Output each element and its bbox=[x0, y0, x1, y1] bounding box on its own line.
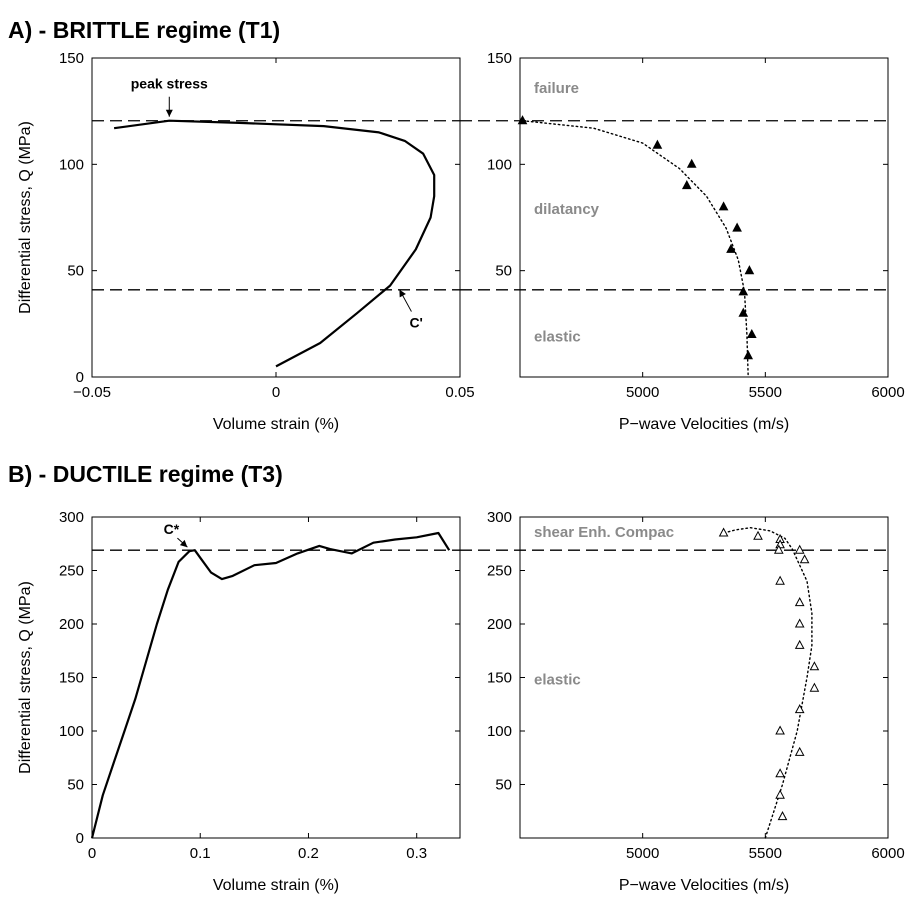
y-tick-label: 50 bbox=[495, 777, 512, 794]
velocity-point bbox=[738, 307, 749, 317]
velocity-point bbox=[732, 222, 742, 232]
y-tick-label: 150 bbox=[59, 670, 84, 687]
plot-4: 5000 5500 6000 50 100 150 200 250 300 P−wave Velo… bbox=[460, 509, 905, 894]
strain-curve bbox=[113, 119, 436, 368]
x-tick-label: 5500 bbox=[749, 845, 782, 862]
x-axis-label: P−wave Velocities (m/s) bbox=[619, 416, 789, 433]
y-tick-label: 300 bbox=[59, 509, 84, 526]
y-tick-label: 250 bbox=[59, 563, 84, 580]
x-tick-label: −0.05 bbox=[73, 384, 111, 401]
x-axis-label: Volume strain (%) bbox=[213, 416, 339, 433]
y-tick-label: 0 bbox=[76, 830, 84, 847]
axes-frame bbox=[91, 516, 461, 839]
region-label: elastic bbox=[534, 329, 581, 346]
x-tick-label: 6000 bbox=[871, 845, 904, 862]
velocity-point bbox=[794, 746, 805, 756]
panel-a-title: A) - BRITTLE regime (T1) bbox=[8, 17, 280, 43]
y-tick-label: 150 bbox=[487, 50, 512, 67]
panel-b-title: B) - DUCTILE regime (T3) bbox=[8, 461, 283, 487]
fit-curve bbox=[521, 119, 749, 378]
velocity-point bbox=[775, 768, 785, 778]
x-tick-label: 0.1 bbox=[190, 845, 211, 862]
y-tick-label: 100 bbox=[59, 723, 84, 740]
y-tick-label: 50 bbox=[495, 263, 512, 280]
y-tick-label: 100 bbox=[487, 723, 512, 740]
annotation-arrowhead bbox=[179, 539, 188, 548]
velocity-point bbox=[794, 544, 805, 554]
velocity-point bbox=[777, 811, 788, 821]
x-tick-label: 6000 bbox=[871, 384, 904, 401]
annotation-label: peak stress bbox=[131, 76, 208, 92]
y-tick-label: 150 bbox=[59, 50, 84, 67]
velocity-point bbox=[652, 139, 663, 149]
y-tick-label: 150 bbox=[487, 670, 512, 687]
velocity-point bbox=[775, 725, 785, 735]
y-tick-label: 100 bbox=[487, 156, 512, 173]
x-tick-label: 0 bbox=[88, 845, 96, 862]
velocity-point bbox=[743, 350, 754, 360]
velocity-point bbox=[809, 682, 820, 692]
region-label: shear Enh. Compac bbox=[534, 524, 674, 541]
y-axis-label: Differential stress, Q (MPa) bbox=[17, 581, 34, 774]
velocity-point bbox=[799, 554, 810, 564]
strain-curve bbox=[90, 531, 451, 839]
axes-frame bbox=[91, 57, 461, 378]
x-axis-label: P−wave Velocities (m/s) bbox=[619, 877, 789, 894]
velocity-point bbox=[794, 618, 805, 628]
y-tick-label: 200 bbox=[59, 616, 84, 633]
annotation-arrowhead bbox=[399, 289, 406, 298]
velocity-point bbox=[738, 286, 749, 296]
x-tick-label: 5000 bbox=[626, 845, 659, 862]
velocity-point bbox=[753, 530, 763, 540]
velocity-point bbox=[744, 265, 755, 275]
x-axis-label: Volume strain (%) bbox=[213, 877, 339, 894]
annotation-arrowhead bbox=[165, 109, 173, 117]
velocity-point bbox=[746, 328, 757, 338]
y-axis-label: Differential stress, Q (MPa) bbox=[17, 121, 34, 314]
velocity-point bbox=[794, 597, 805, 607]
x-tick-label: 5500 bbox=[749, 384, 782, 401]
velocity-point bbox=[794, 639, 805, 649]
annotation-label: C* bbox=[164, 521, 180, 537]
velocity-point bbox=[773, 544, 784, 554]
velocity-point bbox=[775, 575, 785, 585]
velocity-point bbox=[686, 158, 697, 168]
y-tick-label: 50 bbox=[67, 263, 84, 280]
plot-3: 0 0.1 0.2 0.3 0 50 100 150 200 250 300 Volume strai… bbox=[17, 509, 461, 894]
velocity-point bbox=[726, 243, 736, 253]
fit-curve bbox=[722, 526, 813, 839]
velocity-point bbox=[517, 115, 528, 125]
plot-2: 5000 5500 6000 50 100 150 P−wave Velocities (m… bbox=[460, 50, 905, 433]
x-tick-label: 0 bbox=[272, 384, 280, 401]
velocity-point bbox=[681, 180, 692, 190]
y-tick-label: 300 bbox=[487, 509, 512, 526]
velocity-point bbox=[718, 201, 729, 211]
y-tick-label: 250 bbox=[487, 563, 512, 580]
y-tick-label: 50 bbox=[67, 777, 84, 794]
axes-frame bbox=[519, 57, 889, 378]
y-tick-label: 200 bbox=[487, 616, 512, 633]
region-label: elastic bbox=[534, 672, 581, 689]
velocity-point bbox=[794, 704, 805, 714]
x-tick-label: 0.2 bbox=[298, 845, 319, 862]
x-tick-label: 5000 bbox=[626, 384, 659, 401]
region-label: failure bbox=[534, 80, 579, 97]
x-tick-label: 0.3 bbox=[406, 845, 427, 862]
annotation-label: C' bbox=[409, 315, 422, 331]
velocity-point bbox=[809, 661, 820, 671]
velocity-point bbox=[718, 527, 729, 537]
velocity-point bbox=[775, 789, 785, 799]
y-tick-label: 0 bbox=[76, 369, 84, 386]
y-tick-label: 100 bbox=[59, 156, 84, 173]
x-tick-label: 0.05 bbox=[445, 384, 474, 401]
region-label: dilatancy bbox=[534, 201, 600, 218]
